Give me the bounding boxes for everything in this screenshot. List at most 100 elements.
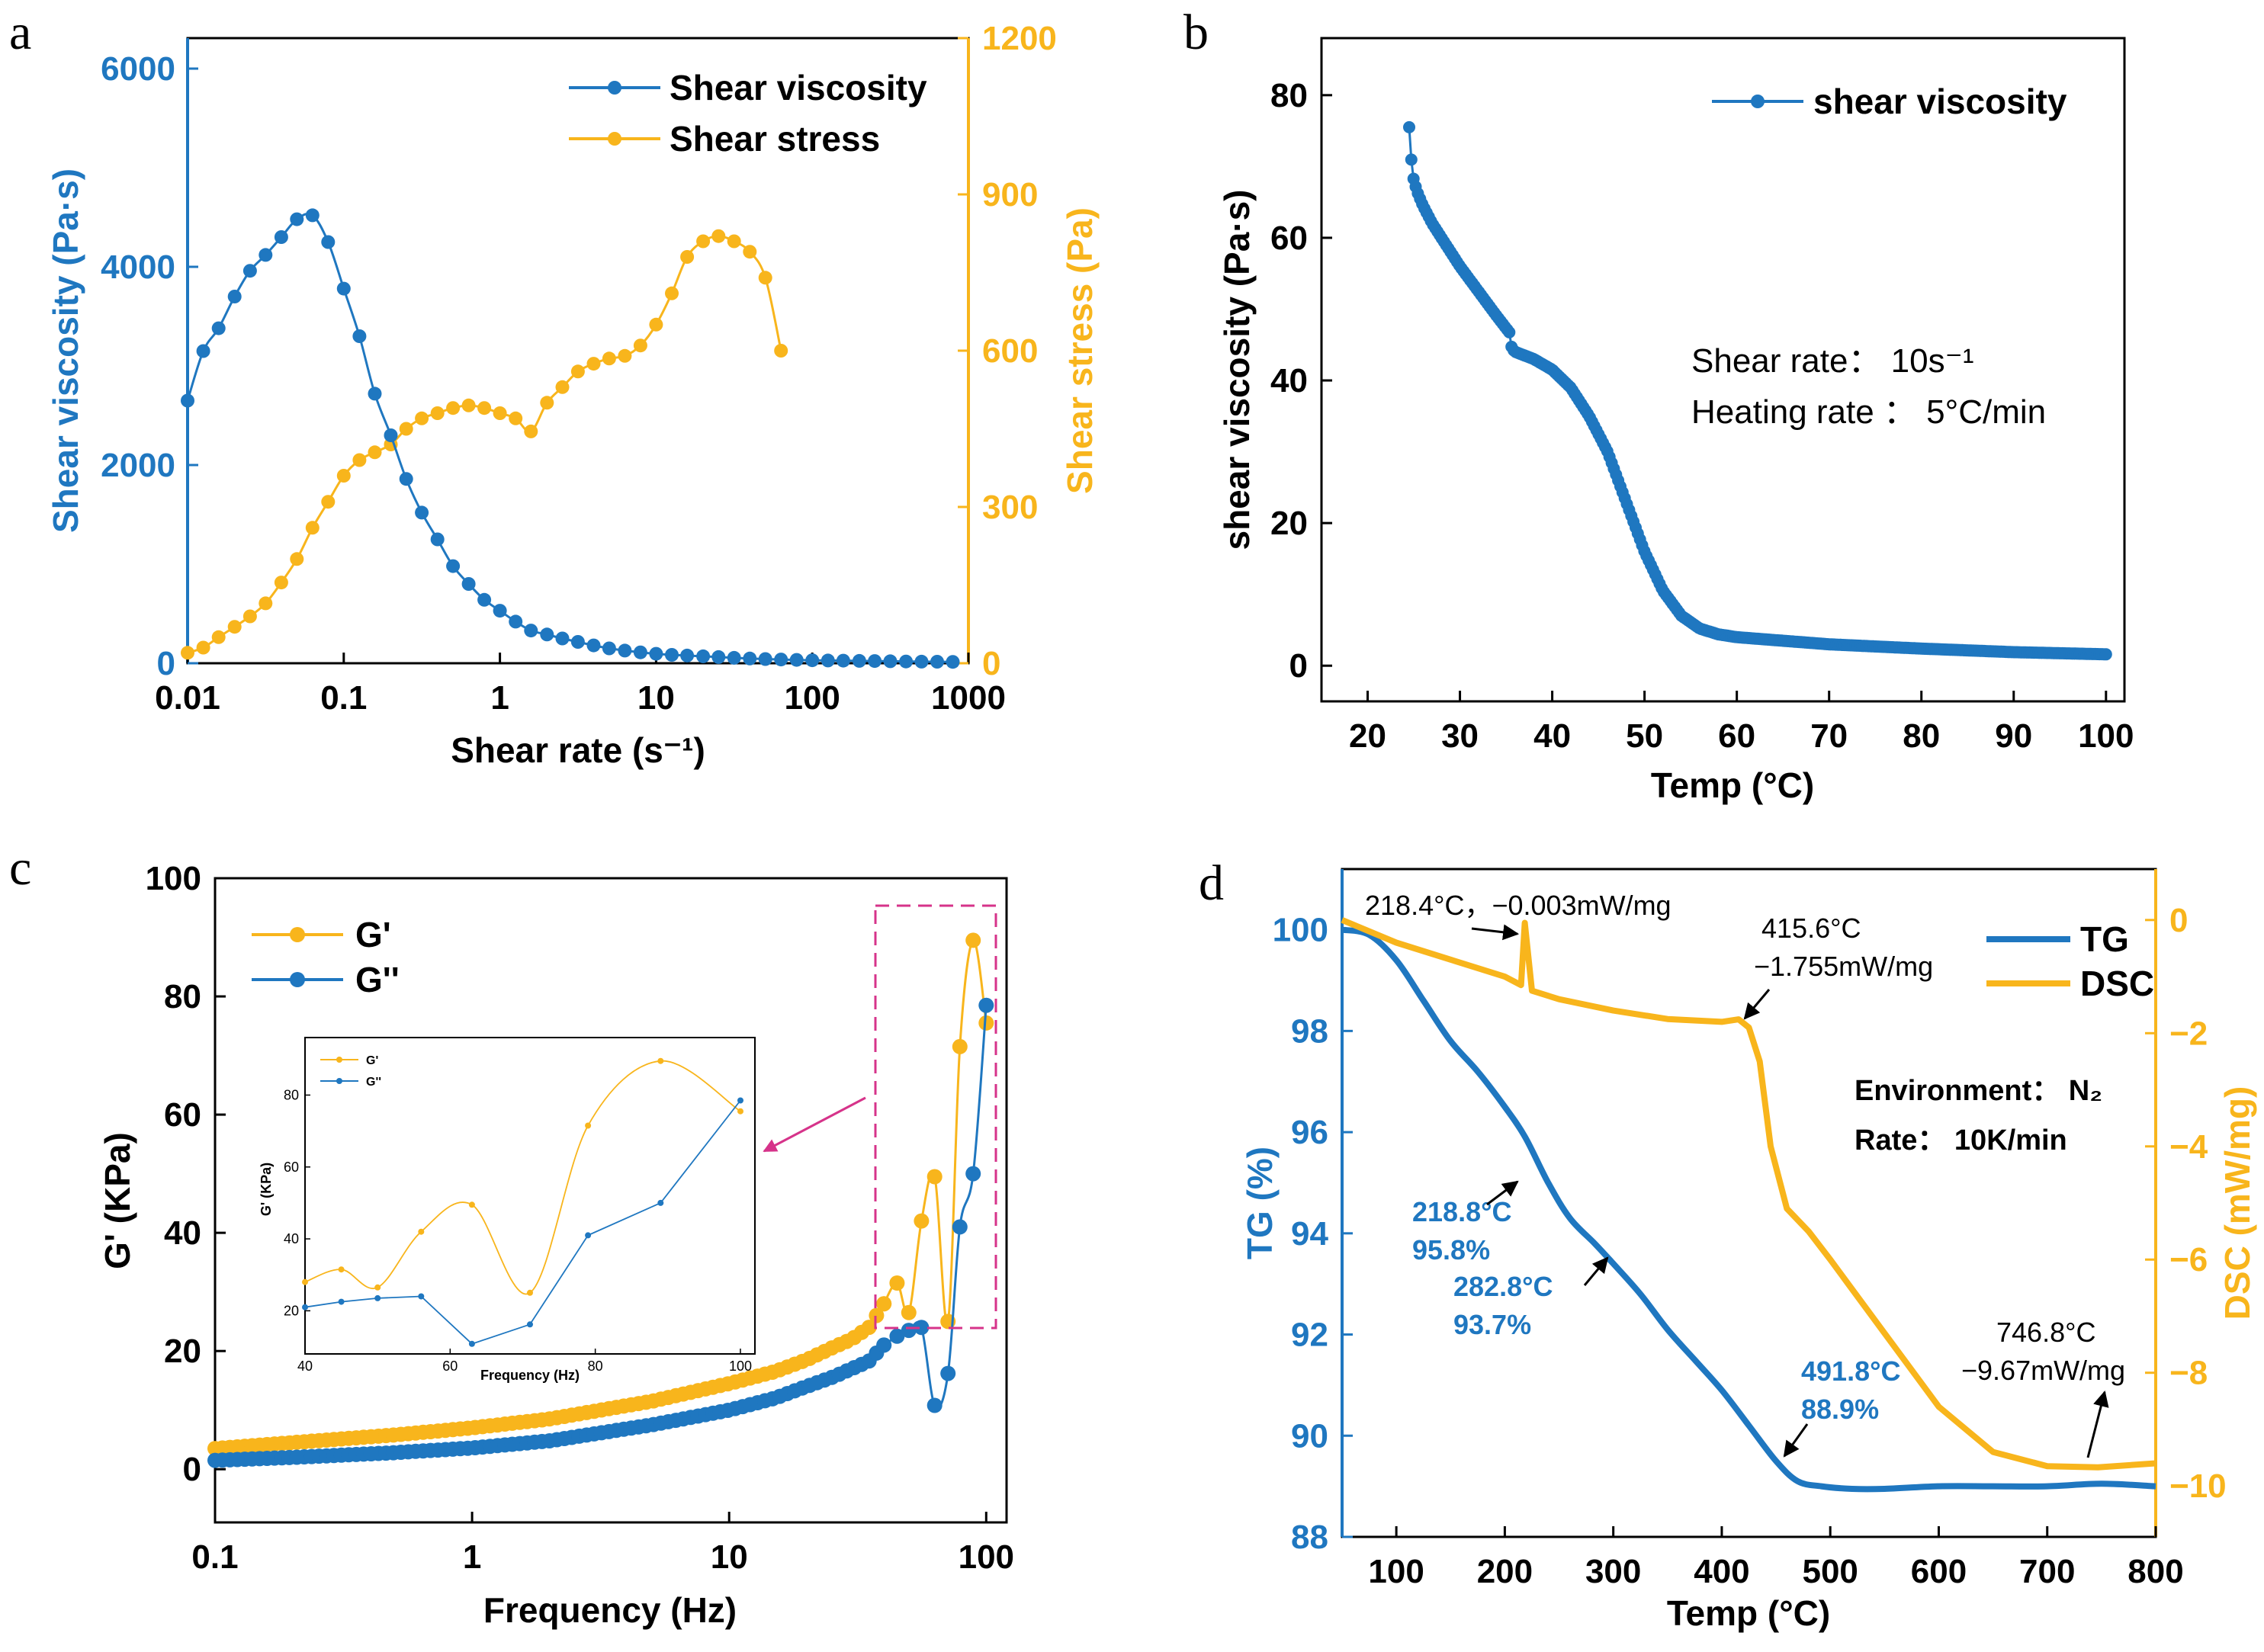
panel-letter-a: a xyxy=(9,5,31,60)
panel-b-xtick-label: 70 xyxy=(1810,717,1848,755)
panel-a-shear-stress-point xyxy=(336,469,351,483)
panel-c-gdoubleprime-high-point xyxy=(926,1397,943,1413)
panel-a-shear-stress-point xyxy=(555,380,570,394)
panel-c-xtick-label: 0.1 xyxy=(191,1538,238,1576)
panel-d-xtick-label: 700 xyxy=(2019,1553,2075,1590)
panel-d-left-tick-label: 100 xyxy=(1273,912,1328,949)
panel-c-gprime-high-point xyxy=(978,1015,994,1031)
panel-a-shear-viscosity-point xyxy=(446,559,461,573)
panel-d-ann-tg1-temp: 218.8°C xyxy=(1412,1196,1511,1227)
panel-b-legend-marker xyxy=(1751,95,1765,108)
panel-a-xtick-label: 0.1 xyxy=(320,679,367,717)
panel-a-shear-viscosity-point xyxy=(415,505,429,520)
panel-d-xtick-label: 800 xyxy=(2128,1553,2183,1590)
panel-b-tick-label: 20 xyxy=(1270,505,1308,542)
panel-c-inset-ytick-label: 20 xyxy=(284,1303,299,1318)
panel-c-inset-gdoubleprime-point xyxy=(657,1199,664,1206)
panel-a-shear-viscosity-point xyxy=(242,264,257,278)
panel-a-shear-stress-point xyxy=(259,596,273,611)
panel-a-right-tick-label: 300 xyxy=(982,489,1038,526)
panel-d-xtick-label: 100 xyxy=(1368,1553,1424,1590)
panel-d-legend-label-tg: TG xyxy=(2080,919,2129,959)
panel-a-x-ticks: 0.01 0.1 1 10 100 1000 xyxy=(155,653,1006,717)
panel-a-shear-stress-point xyxy=(665,286,679,300)
panel-b-shear-viscosity-point xyxy=(1405,153,1418,166)
panel-a-shear-viscosity-point xyxy=(930,655,944,669)
panel-c-inset-legend-label-gdoubleprime: G'' xyxy=(366,1076,381,1089)
panel-b: b 20 30 40 50 60 70 80 90 100 0 20 40 60 80 Temp (°C… xyxy=(1183,5,2134,805)
panel-d-right-tick-label: −6 xyxy=(2169,1241,2208,1278)
panel-d-xtick-label: 400 xyxy=(1694,1553,1749,1590)
panel-a-shear-viscosity-point xyxy=(836,653,850,668)
panel-c-legend-marker-gprime xyxy=(290,927,305,942)
panel-a-shear-stress-point xyxy=(649,317,663,332)
panel-a-shear-viscosity-point xyxy=(914,654,929,669)
panel-c-tick-label: 40 xyxy=(164,1214,201,1252)
panel-a-shear-viscosity-point xyxy=(946,655,960,669)
panel-a-shear-viscosity-point xyxy=(274,230,288,244)
panel-a-shear-viscosity-point xyxy=(805,653,820,668)
panel-a-left-ticks: 0 2000 4000 6000 xyxy=(101,50,198,682)
panel-a-shear-viscosity-point xyxy=(181,393,194,408)
panel-a-shear-stress-point xyxy=(446,401,461,415)
panel-c-xtick-label: 10 xyxy=(711,1538,748,1576)
panel-c-gprime-high-point xyxy=(914,1213,930,1229)
panel-a-shear-viscosity-point xyxy=(477,592,492,607)
panel-c-gprime-high-point xyxy=(901,1304,917,1320)
panel-b-tick-label: 80 xyxy=(1270,77,1308,114)
panel-c-gdoubleprime-high-point xyxy=(965,1166,981,1182)
panel-c-inset-gdoubleprime-point xyxy=(418,1293,425,1300)
panel-a-shear-viscosity-point xyxy=(305,208,320,223)
panel-b-y-label: shear viscosity (Pa·s) xyxy=(1217,189,1257,550)
panel-c-gdoubleprime-high-point xyxy=(889,1328,905,1344)
panel-d-arrow-tg3 xyxy=(1783,1423,1809,1458)
panel-d-xtick-label: 200 xyxy=(1477,1553,1533,1590)
panel-d-legend-label-dsc: DSC xyxy=(2080,964,2154,1003)
panel-a-left-y-label: Shear viscosity (Pa·s) xyxy=(46,168,85,533)
panel-d-series xyxy=(1341,917,2156,1493)
panel-a-shear-viscosity-point xyxy=(290,212,304,226)
panel-d-left-tick-label: 98 xyxy=(1291,1012,1328,1050)
panel-a-shear-viscosity-point xyxy=(259,248,273,262)
panel-c-inset-gdoubleprime-point xyxy=(468,1340,475,1347)
panel-d-arrow-dsc-end xyxy=(2086,1390,2109,1458)
panel-c-inset-xtick-label: 60 xyxy=(442,1358,458,1374)
panel-a-shear-viscosity-point xyxy=(852,653,866,668)
panel-c-legend: G' G'' xyxy=(252,915,400,999)
panel-b-xtick-label: 100 xyxy=(2078,717,2134,755)
panel-a-shear-viscosity-point xyxy=(789,653,804,667)
panel-a-shear-viscosity-point xyxy=(368,387,382,401)
panel-d-legend: TG DSC xyxy=(1986,919,2154,1003)
panel-c-gprime-point xyxy=(869,1307,885,1323)
panel-c-inset-frame xyxy=(304,1037,756,1355)
panel-b-y-ticks: 0 20 40 60 80 xyxy=(1270,77,1332,685)
panel-c-legend-marker-gdoubleprime xyxy=(290,972,305,987)
panel-c-tick-label: 0 xyxy=(183,1451,201,1488)
panel-c-inset-legend-marker-gdoubleprime xyxy=(336,1078,342,1084)
panel-a: a 0.01 0.1 1 10 100 1000 0 2000 4000 6000 0 300 60… xyxy=(9,5,1100,770)
panel-c-inset-legend-marker-gprime xyxy=(336,1057,342,1063)
panel-a-shear-viscosity-point xyxy=(899,654,914,669)
panel-a-shear-viscosity-line xyxy=(186,212,953,663)
panel-c-inset-gprime-line xyxy=(304,1060,741,1295)
panel-c-inset-gdoubleprime-point xyxy=(338,1298,345,1305)
panel-c-inset-gprime-point xyxy=(468,1201,475,1208)
panel-letter-c: c xyxy=(9,840,31,896)
panel-a-right-tick-label: 900 xyxy=(982,176,1038,213)
panel-a-shear-viscosity-point xyxy=(540,627,554,642)
panel-a-shear-viscosity-point xyxy=(711,650,726,664)
panel-c-inset-y-label: G' (KPa) xyxy=(259,1163,274,1216)
panel-c-inset-ytick-label: 60 xyxy=(284,1160,299,1175)
panel-a-shear-viscosity-point xyxy=(665,648,679,662)
panel-c-inset-gdoubleprime-point xyxy=(585,1232,592,1239)
panel-b-plot-frame xyxy=(1320,37,2126,703)
panel-c-inset-gdoubleprime-point xyxy=(737,1097,743,1104)
panel-c-tick-label: 100 xyxy=(146,860,201,897)
panel-a-shear-viscosity-point xyxy=(384,428,398,442)
panel-a-shear-stress-point xyxy=(321,495,336,509)
panel-d-x-label: Temp (°C) xyxy=(1667,1593,1830,1633)
panel-a-shear-viscosity-point xyxy=(680,648,695,662)
panel-a-shear-viscosity-point xyxy=(336,281,351,296)
